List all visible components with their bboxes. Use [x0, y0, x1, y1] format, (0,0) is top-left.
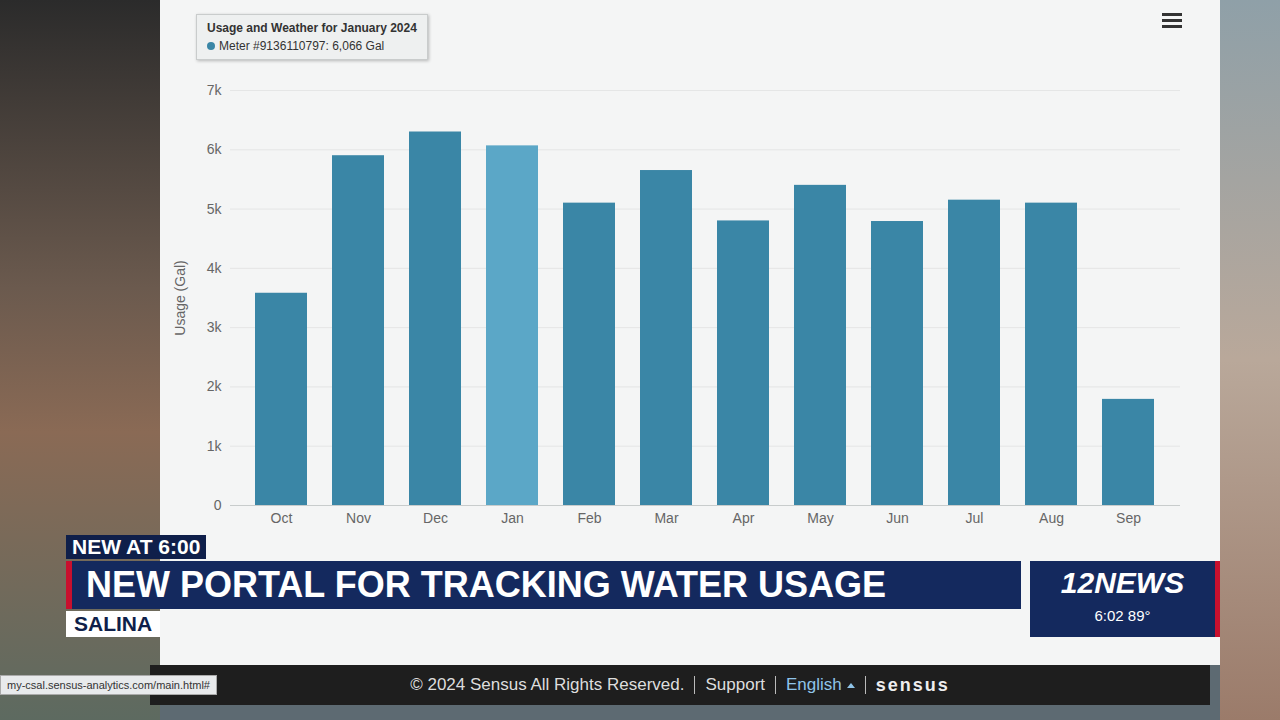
svg-text:1k: 1k: [207, 438, 223, 454]
html-text:Support: Support: [705, 675, 765, 694]
svg-text:Jun: Jun: [886, 510, 909, 526]
svg-text:Jan: Jan: [501, 510, 524, 526]
svg-text:Mar: Mar: [654, 510, 678, 526]
svg-text:Dec: Dec: [423, 510, 448, 526]
html-text:12NEWS: 12NEWS: [1060, 566, 1185, 599]
html-text:NEW PORTAL FOR TRACKING WATER: NEW PORTAL FOR TRACKING WATER USAGE: [86, 564, 886, 605]
svg-text:Sep: Sep: [1116, 510, 1141, 526]
svg-text:Aug: Aug: [1039, 510, 1064, 526]
svg-text:5k: 5k: [207, 201, 223, 217]
svg-text:Oct: Oct: [271, 510, 293, 526]
html-text:6:02 89°: 6:02 89°: [1094, 607, 1151, 624]
html-text:SALINA: SALINA: [74, 612, 153, 635]
svg-text:Nov: Nov: [346, 510, 371, 526]
svg-text:May: May: [807, 510, 833, 526]
svg-text:4k: 4k: [207, 260, 223, 276]
svg-text:0: 0: [214, 497, 222, 513]
svg-text:3k: 3k: [207, 319, 223, 335]
html-text:English: English: [786, 675, 842, 694]
svg-text:Apr: Apr: [733, 510, 755, 526]
html-text:NEW AT 6:00: NEW AT 6:00: [72, 535, 201, 558]
html-text:Meter #9136110797: 6,066 Gal: Meter #9136110797: 6,066 Gal: [219, 39, 385, 53]
svg-text:6k: 6k: [207, 141, 223, 157]
html-text:my-csal.sensus-analytics.com/m: my-csal.sensus-analytics.com/main.html#: [7, 679, 210, 691]
svg-text:7k: 7k: [207, 82, 223, 98]
svg-text:Usage (Gal): Usage (Gal): [172, 260, 188, 335]
html-text:sensus: sensus: [875, 674, 950, 695]
html-text:© 2024 Sensus All Rights Reser: © 2024 Sensus All Rights Reserved.: [410, 675, 685, 694]
svg-text:Jul: Jul: [966, 510, 984, 526]
svg-text:2k: 2k: [207, 378, 223, 394]
html-text:Usage and Weather for January: Usage and Weather for January 2024: [207, 21, 417, 35]
svg-text:Feb: Feb: [577, 510, 601, 526]
